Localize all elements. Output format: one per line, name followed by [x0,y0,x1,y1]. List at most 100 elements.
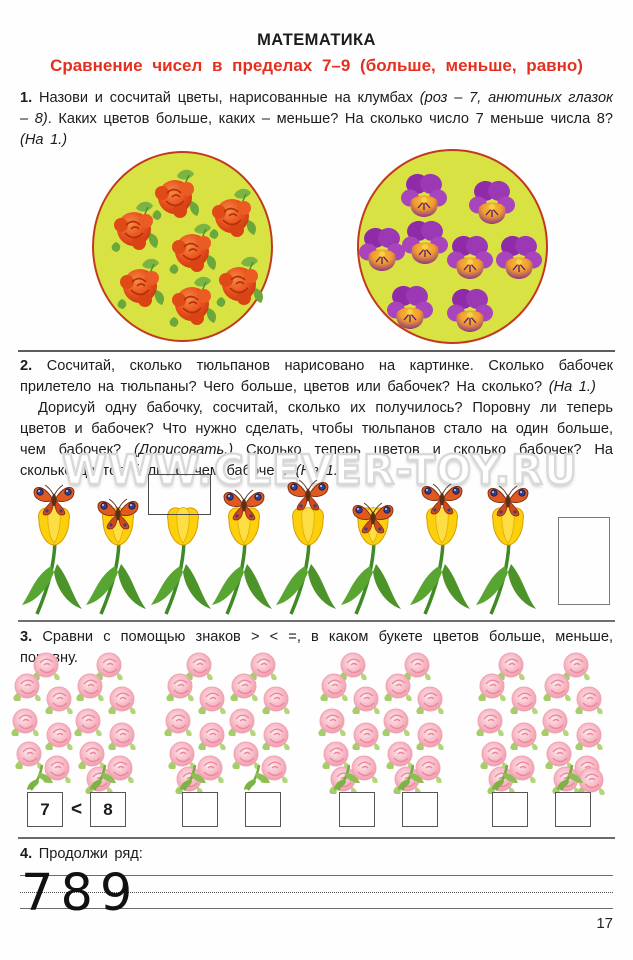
bouquet [10,649,76,794]
rose-sprig-icon [475,708,505,736]
butterfly-icon [223,489,265,521]
rose-sprig-icon [509,686,539,714]
bouquet [317,649,383,794]
stem-icon [334,765,362,791]
pansy-icon [447,233,493,279]
rose-sprig-icon [107,722,137,750]
pansy-icon [401,171,447,217]
rose-sprig-icon [197,722,227,750]
ruled-line-dotted [20,892,613,893]
rose-sprig-icon [540,708,570,736]
rose-sprig-icon [261,722,291,750]
draw-tulip-box[interactable] [558,517,610,605]
rose-sprig-icon [383,673,413,701]
bouquet [163,649,229,794]
rose-sprig-icon [227,708,257,736]
rose-sprig-icon [163,708,193,736]
compare-box-left[interactable] [492,792,528,827]
section-divider [18,837,615,839]
compare-box-right[interactable] [245,792,281,827]
bouquet [475,649,541,794]
pansy-icon [447,286,493,332]
ruled-line-bottom [20,908,613,909]
rose-sprig-icon [415,722,445,750]
rose-sprig-icon [75,673,105,701]
rose-sprig-icon [44,722,74,750]
butterfly-icon [287,479,329,511]
rose-sprig-icon [542,673,572,701]
rose-sprig-icon [44,686,74,714]
rose-icon [215,255,264,307]
rose-sprig-icon [574,722,604,750]
butterfly-icon [352,502,394,534]
rose-sprig-icon [574,686,604,714]
stem-icon [180,765,208,791]
rose-icon [168,222,217,274]
pansy-flowerbed [357,149,548,344]
tulip-icon [21,505,84,616]
comparison-pair [182,792,281,827]
rose-sprig-icon [73,708,103,736]
task1-text: 1. Назови и сосчитай цветы, нарисованные… [20,90,613,148]
page-number: 17 [596,915,613,932]
stem-icon [492,765,520,791]
rose-sprig-icon [229,673,259,701]
stem-icon [557,765,585,791]
butterfly-icon [421,483,463,515]
rose-sprig-icon [197,686,227,714]
rose-sprig-icon [351,722,381,750]
butterfly-icon [33,484,75,516]
rose-sprig-icon [165,673,195,701]
rose-sprig-icon [12,673,42,701]
rose-flowerbed [92,151,273,342]
pansy-icon [402,218,448,264]
stem-icon [27,765,55,791]
section-heading: Сравнение чисел в пределах 7–9 (больше, … [50,56,583,75]
comparison-pair: 7 <8 [27,792,126,827]
tulip-icon [275,505,338,616]
comparison-sign: < [70,798,83,820]
draw-butterfly-box[interactable] [148,474,211,515]
task4-text: 4. Продолжи ряд: [20,846,143,862]
section-divider [18,620,615,622]
bouquet [227,649,293,794]
rose-icon [110,200,159,252]
butterfly-icon [487,485,529,517]
rose-sprig-icon [415,686,445,714]
compare-box-left: 7 [27,792,63,827]
butterfly-icon [97,498,139,530]
tulip-icon [211,505,274,616]
tulip-icon [150,505,213,616]
comparison-pair [339,792,438,827]
compare-box-right[interactable] [555,792,591,827]
stem-icon [244,765,272,791]
compare-box-right[interactable] [402,792,438,827]
tulip-icon [409,505,472,616]
task2-text-part1: 2. Сосчитай, сколько тюльпанов нарисован… [20,358,613,395]
pansy-icon [469,178,515,224]
rose-sprig-icon [477,673,507,701]
rose-sprig-icon [509,722,539,750]
compare-box-left[interactable] [182,792,218,827]
pansy-icon [496,233,542,279]
section-divider [18,350,615,352]
rose-sprig-icon [319,673,349,701]
tulip-icon [475,505,538,616]
ruled-line-top [20,875,613,876]
bouquet [540,649,606,795]
pansy-icon [387,283,433,329]
rose-sprig-icon [10,708,40,736]
compare-box-left[interactable] [339,792,375,827]
rose-sprig-icon [381,708,411,736]
rose-sprig-icon [261,686,291,714]
stem-icon [398,765,426,791]
rose-sprig-icon [107,686,137,714]
stem-icon [90,765,118,791]
bouquet [73,649,139,794]
number-sequence: 789 [21,864,140,923]
compare-box-right: 8 [90,792,126,827]
rose-sprig-icon [351,686,381,714]
